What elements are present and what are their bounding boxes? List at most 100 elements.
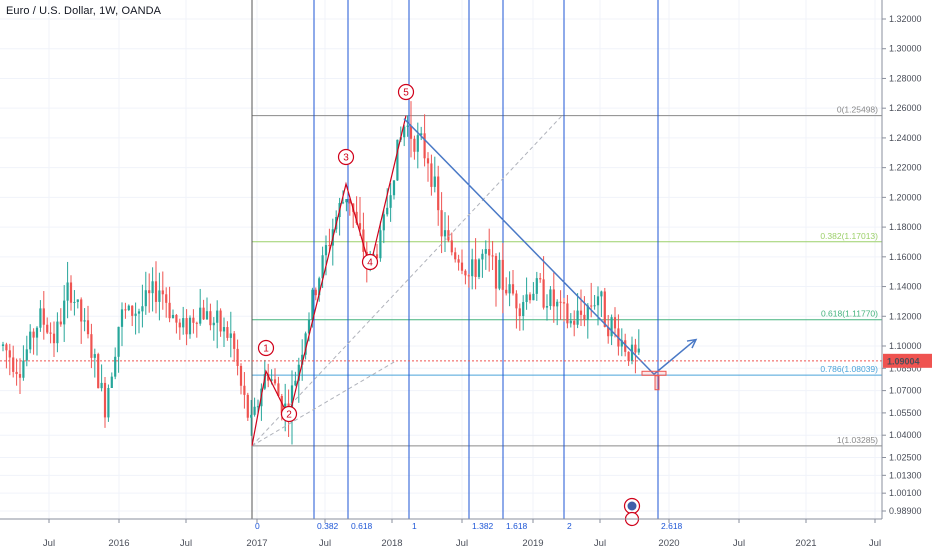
time-axis[interactable]: Jul 2016 Jul 2017 Jul 2018 Jul 2019 Jul 2020 Jul 20…: [0, 518, 882, 549]
candle-body: [219, 310, 222, 332]
current-price-tag: [883, 353, 932, 368]
drawings-layer[interactable]: 1 2 3 4 5: [0, 83, 882, 527]
candle-body: [233, 333, 236, 349]
candle-body: [416, 135, 419, 152]
candle-body: [273, 379, 277, 384]
candle-body: [59, 321, 62, 325]
candle-body: [447, 230, 450, 241]
candle-body: [175, 314, 178, 323]
candle-body: [471, 259, 474, 277]
candle-body: [518, 308, 521, 317]
candle-body: [528, 294, 532, 301]
candle-body: [239, 365, 243, 386]
candle-body: [603, 291, 606, 327]
price-tick-label: 1.30000: [889, 44, 922, 54]
candle-body: [32, 331, 35, 338]
current-price-label: 1.09004: [887, 356, 920, 366]
candle-body: [579, 310, 583, 315]
fib-level-label: 0.618(1.11770): [821, 309, 878, 319]
time-tick-label: Jul: [180, 538, 192, 549]
candle-body: [277, 383, 280, 397]
candle-body: [634, 344, 637, 353]
price-tick-label: 1.08500: [889, 363, 922, 373]
candle-body: [35, 327, 39, 338]
price-tick-label: 1.10000: [889, 341, 922, 351]
candle-body: [226, 327, 229, 338]
candle-body: [151, 281, 154, 294]
time-tick-label: 2016: [108, 538, 129, 549]
candle-body: [171, 314, 175, 319]
time-tick-label: 2019: [522, 538, 543, 549]
candle-body: [148, 290, 151, 294]
candle-body: [607, 326, 610, 337]
candle-body: [165, 294, 168, 303]
candle-body: [80, 299, 83, 322]
candle-body: [267, 373, 270, 381]
candle-body: [559, 301, 562, 303]
candle-body: [620, 340, 623, 347]
candle-body: [192, 317, 195, 323]
price-axis[interactable]: 1.32000 1.30000 1.28000 1.26000 1.24000 1.220…: [881, 0, 932, 519]
candle-body: [440, 210, 443, 237]
wave-label: 3: [343, 153, 349, 164]
price-tick-label: 1.07000: [889, 386, 922, 396]
candle-body: [630, 344, 634, 362]
candle-body: [297, 364, 300, 381]
candle-body: [396, 139, 399, 181]
candle-body: [498, 259, 501, 289]
candle-body: [236, 348, 239, 366]
time-tick-label: 2020: [658, 538, 679, 549]
candle-body: [515, 293, 518, 309]
wave-label: 2: [286, 410, 292, 421]
time-zone-label: 1: [412, 521, 417, 531]
candle-body: [168, 302, 171, 319]
candle-body: [56, 321, 59, 344]
candle-body: [178, 322, 181, 328]
candle-body: [423, 133, 426, 159]
candle-body: [209, 311, 212, 326]
candle-body: [355, 211, 358, 224]
candle-body: [314, 289, 317, 296]
candle-body: [324, 245, 328, 256]
candle-body: [22, 360, 25, 378]
candle-body: [212, 322, 215, 326]
candle-body: [66, 282, 69, 301]
candle-body: [110, 376, 113, 388]
time-zone-label: 0: [255, 521, 260, 531]
candle-body: [199, 307, 202, 324]
candle-body: [389, 195, 392, 208]
candle-body: [127, 305, 130, 311]
grid-lines: [0, 0, 882, 519]
candle-body: [18, 374, 22, 378]
time-zone-label: 1.382: [472, 521, 494, 531]
candle-body: [433, 176, 436, 187]
candle-body: [311, 289, 314, 320]
symbol-title[interactable]: Euro / U.S. Dollar, 1W, OANDA: [6, 5, 162, 17]
candle-body: [321, 255, 324, 279]
trend-line: [403, 118, 655, 375]
wave-circle-icon: [397, 83, 415, 101]
fib-trend-dashed-line: [251, 115, 563, 447]
candle-body: [522, 302, 525, 317]
candle-body: [256, 406, 260, 408]
candle-body: [114, 356, 117, 377]
time-zone-label: 2.618: [661, 521, 683, 531]
candle-body: [457, 259, 460, 263]
candle-body: [307, 319, 311, 334]
candle-body: [5, 344, 8, 351]
candle-body: [430, 163, 433, 187]
candle-body: [583, 314, 586, 320]
candle-body: [46, 324, 49, 333]
candle-body: [460, 262, 464, 271]
candle-body: [63, 300, 66, 325]
candle-body: [426, 158, 430, 164]
time-tick-label: Jul: [43, 538, 55, 549]
candle-body: [124, 309, 127, 311]
candle-body: [532, 293, 535, 301]
price-tick-label: 1.26000: [889, 103, 922, 113]
candle-body: [42, 308, 45, 325]
arrow-head-icon: [686, 338, 698, 349]
candle-body: [576, 310, 579, 325]
